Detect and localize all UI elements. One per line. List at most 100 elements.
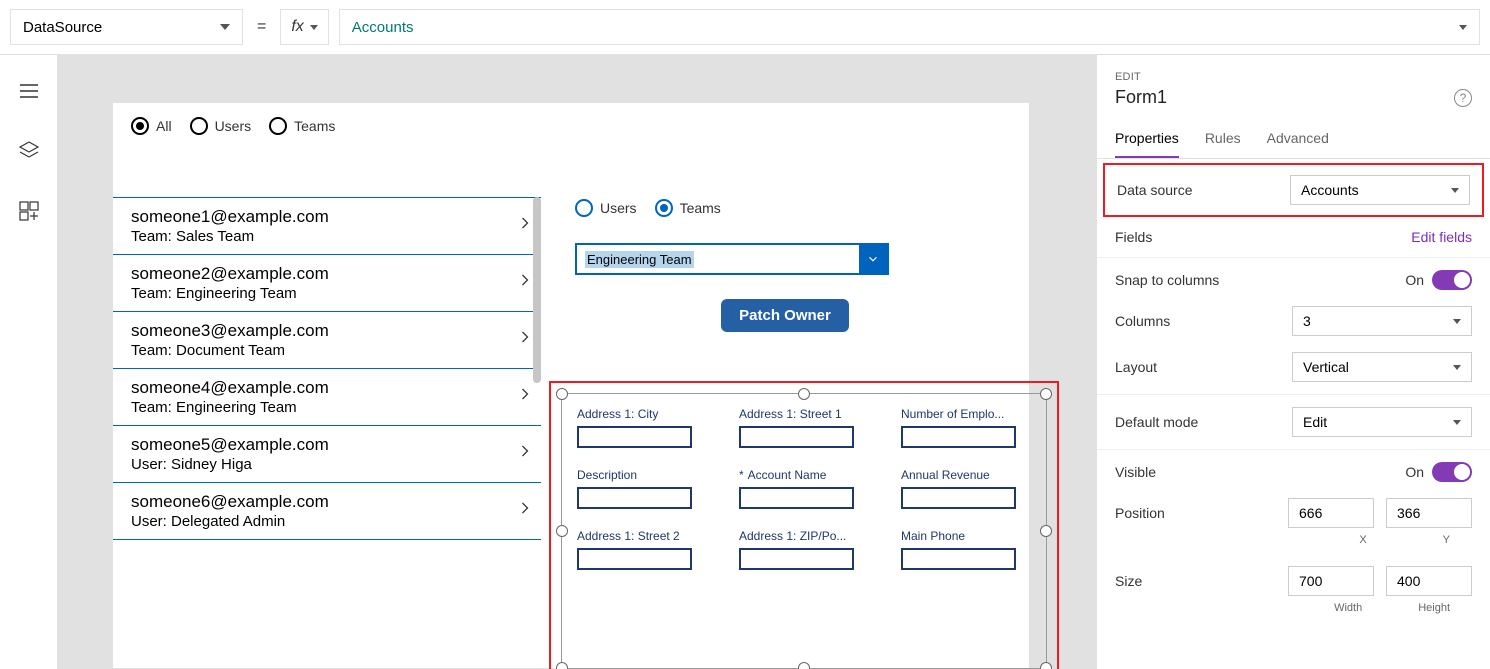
resize-handle[interactable]	[556, 525, 568, 537]
chevron-right-icon	[515, 441, 535, 467]
formula-input[interactable]: Accounts	[339, 9, 1480, 45]
size-height-input[interactable]	[1386, 566, 1472, 596]
layout-select[interactable]: Vertical	[1292, 352, 1472, 382]
resize-handle[interactable]	[556, 662, 568, 669]
field-input[interactable]	[577, 487, 692, 509]
list-item-email: someone6@example.com	[131, 492, 523, 512]
field-label: *Account Name	[739, 468, 854, 482]
radio-users[interactable]: Users	[190, 117, 252, 135]
field-label: Main Phone	[901, 529, 1016, 543]
filter-radio-row: All Users Teams	[113, 103, 1029, 149]
chevron-down-icon	[1459, 25, 1467, 30]
patch-owner-button[interactable]: Patch Owner	[721, 299, 849, 332]
form-field: Address 1: Street 1	[739, 407, 879, 448]
list-item[interactable]: someone4@example.com Team: Engineering T…	[113, 369, 541, 426]
field-input[interactable]	[739, 426, 854, 448]
resize-handle[interactable]	[1040, 525, 1052, 537]
edit-label: EDIT	[1115, 71, 1472, 83]
edit-fields-link[interactable]: Edit fields	[1411, 229, 1472, 245]
form-field: *Account Name	[739, 468, 879, 509]
list-item[interactable]: someone5@example.com User: Sidney Higa	[113, 426, 541, 483]
fx-label: fx	[291, 18, 303, 36]
owner-list: someone1@example.com Team: Sales Team so…	[113, 197, 541, 617]
field-input[interactable]	[901, 548, 1016, 570]
field-input[interactable]	[577, 426, 692, 448]
resize-handle[interactable]	[1040, 662, 1052, 669]
list-item-sub: User: Sidney Higa	[131, 456, 523, 473]
default-mode-select[interactable]: Edit	[1292, 407, 1472, 437]
list-item-email: someone5@example.com	[131, 435, 523, 455]
radio-teams[interactable]: Teams	[269, 117, 335, 135]
radio-label: Teams	[680, 200, 721, 216]
field-input[interactable]	[901, 487, 1016, 509]
control-name: Form1	[1115, 87, 1167, 108]
tab-rules[interactable]: Rules	[1205, 130, 1241, 158]
default-mode-row: Default mode Edit	[1097, 395, 1490, 450]
resize-handle[interactable]	[798, 662, 810, 669]
form-selection[interactable]: Address 1: City Address 1: Street 1 Numb…	[549, 381, 1059, 669]
columns-select[interactable]: 3	[1292, 306, 1472, 336]
visible-toggle[interactable]: On	[1405, 462, 1472, 482]
team-dropdown[interactable]: Engineering Team	[575, 243, 889, 275]
fields-row: Fields Edit fields	[1097, 217, 1490, 258]
data-source-value: Accounts	[1301, 182, 1359, 198]
height-label: Height	[1418, 602, 1450, 614]
radio-circle-icon	[269, 117, 287, 135]
components-icon[interactable]	[17, 199, 41, 223]
tab-advanced[interactable]: Advanced	[1267, 130, 1329, 158]
resize-handle[interactable]	[1040, 388, 1052, 400]
field-input[interactable]	[901, 426, 1016, 448]
list-item-email: someone2@example.com	[131, 264, 523, 284]
columns-label: Columns	[1115, 313, 1170, 329]
field-input[interactable]	[739, 487, 854, 509]
y-label: Y	[1443, 534, 1450, 546]
property-selector[interactable]: DataSource	[10, 9, 243, 45]
list-item[interactable]: someone6@example.com User: Delegated Adm…	[113, 483, 541, 540]
field-input[interactable]	[577, 548, 692, 570]
size-row: Size	[1097, 554, 1490, 600]
position-sublabels: X Y	[1097, 532, 1490, 554]
chevron-right-icon	[515, 270, 535, 296]
field-input[interactable]	[739, 548, 854, 570]
hamburger-icon[interactable]	[17, 79, 41, 103]
visible-label: Visible	[1115, 464, 1156, 480]
form-field: Annual Revenue	[901, 468, 1041, 509]
data-source-label: Data source	[1117, 182, 1192, 198]
position-row: Position	[1097, 486, 1490, 532]
chevron-right-icon	[515, 384, 535, 410]
list-item-email: someone1@example.com	[131, 207, 523, 227]
radio-label: Teams	[294, 118, 335, 134]
columns-row: Columns 3	[1097, 294, 1490, 340]
list-item[interactable]: someone2@example.com Team: Engineering T…	[113, 255, 541, 312]
radio-users[interactable]: Users	[575, 199, 637, 217]
position-y-input[interactable]	[1386, 498, 1472, 528]
help-icon[interactable]: ?	[1454, 89, 1472, 107]
list-item[interactable]: someone3@example.com Team: Document Team	[113, 312, 541, 369]
scrollbar[interactable]	[533, 197, 541, 383]
resize-handle[interactable]	[798, 388, 810, 400]
data-source-select[interactable]: Accounts	[1290, 175, 1470, 205]
radio-label: Users	[215, 118, 252, 134]
main: All Users Teams someone1@example.com Tea…	[0, 55, 1490, 669]
toggle-switch-icon	[1432, 462, 1472, 482]
properties-panel: EDIT Form1 ? Properties Rules Advanced D…	[1096, 55, 1490, 669]
position-x-input[interactable]	[1288, 498, 1374, 528]
radio-all[interactable]: All	[131, 117, 172, 135]
size-width-input[interactable]	[1288, 566, 1374, 596]
fx-button[interactable]: fx	[280, 9, 328, 45]
resize-handle[interactable]	[556, 388, 568, 400]
layout-value: Vertical	[1303, 359, 1349, 375]
visible-value: On	[1405, 464, 1424, 480]
tab-properties[interactable]: Properties	[1115, 130, 1179, 158]
snap-toggle[interactable]: On	[1405, 270, 1472, 290]
radio-label: Users	[600, 200, 637, 216]
layers-icon[interactable]	[17, 139, 41, 163]
list-item[interactable]: someone1@example.com Team: Sales Team	[113, 197, 541, 255]
chevron-right-icon	[515, 213, 535, 239]
toggle-switch-icon	[1432, 270, 1472, 290]
list-item-sub: Team: Engineering Team	[131, 285, 523, 302]
radio-teams[interactable]: Teams	[655, 199, 721, 217]
layout-row: Layout Vertical	[1097, 340, 1490, 395]
owner-type-radio-row: Users Teams	[575, 199, 995, 217]
list-item-sub: Team: Engineering Team	[131, 399, 523, 416]
